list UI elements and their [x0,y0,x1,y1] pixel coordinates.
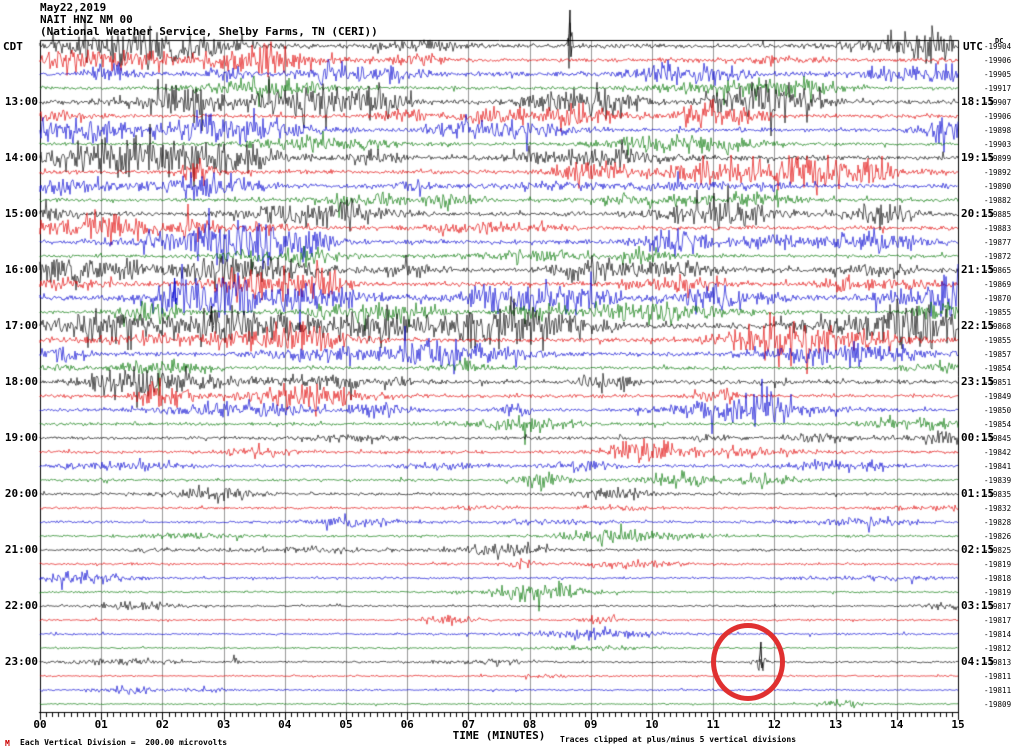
x-axis-label: 06 [400,718,414,731]
right-time-label: 23:15 [961,375,995,388]
dc-value: -19855 [984,336,1012,345]
right-time-label: 22:15 [961,319,995,332]
dc-value: -19819 [984,560,1012,569]
dc-value: -19851 [984,378,1012,387]
dc-value: -19841 [984,462,1012,471]
left-time-label: 22:00 [4,599,38,612]
right-time-label: 20:15 [961,207,995,220]
dc-value: -19839 [984,476,1012,485]
dc-value: -19845 [984,434,1012,443]
left-timezone-label: CDT [3,40,23,53]
dc-value: -19817 [984,602,1012,611]
dc-value: -19814 [984,630,1012,639]
dc-value: -19813 [984,658,1012,667]
x-axis-label: 02 [155,718,170,731]
dc-value: -19812 [984,644,1012,653]
dc-value: -19906 [984,112,1012,121]
dc-value: -19917 [984,84,1012,93]
left-time-label: 23:00 [4,655,38,668]
right-time-label: 00:15 [961,431,995,444]
left-time-label: 18:00 [4,375,38,388]
dc-value: -19811 [984,672,1012,681]
dc-value: -19906 [984,56,1012,65]
dc-value: -19907 [984,98,1012,107]
dc-value: -19819 [984,588,1012,597]
dc-value: -19868 [984,322,1012,331]
left-time-label: 20:00 [4,487,38,500]
x-axis-label: 15 [951,718,965,731]
left-time-label: 16:00 [4,263,38,276]
left-time-label: 15:00 [4,207,38,220]
right-time-label: 04:15 [961,655,995,668]
x-axis-label: 00 [33,718,47,731]
dc-value: -19809 [984,700,1012,709]
dc-value: -19857 [984,350,1012,359]
dc-value: -19898 [984,126,1012,135]
right-time-label: 02:15 [961,543,995,556]
x-axis-label: 07 [461,718,476,731]
dc-value: -19832 [984,504,1012,513]
header-description: (National Weather Service, Shelby Farms,… [40,25,378,38]
x-axis-label: 08 [522,718,537,731]
logo-mark: M [5,739,10,748]
right-time-label: 01:15 [961,487,995,500]
dc-value: -19855 [984,308,1012,317]
dc-value: -19811 [984,686,1012,695]
dc-value: -19905 [984,70,1012,79]
dc-value: -19850 [984,406,1012,415]
right-timezone-label: UTC [963,40,983,53]
dc-value: -19835 [984,490,1012,499]
dc-value: -19865 [984,266,1012,275]
right-time-label: 18:15 [961,95,995,108]
header-station: NAIT HNZ NM 00 [40,13,133,26]
dc-value: -19890 [984,182,1012,191]
x-axis-label: 12 [767,718,782,731]
dc-value: -19854 [984,420,1012,429]
x-axis-title: TIME (MINUTES) [452,729,546,742]
dc-value: -19826 [984,532,1012,541]
x-axis-label: 03 [216,718,231,731]
dc-value: -19892 [984,168,1012,177]
dc-value: -19883 [984,224,1012,233]
dc-value: -19870 [984,294,1012,303]
dc-value: -19854 [984,364,1012,373]
dc-value: -19828 [984,518,1012,527]
right-time-label: 03:15 [961,599,995,612]
dc-value: -19869 [984,280,1012,289]
clip-note: Traces clipped at plus/minus 5 vertical … [560,735,797,744]
dc-value: -19817 [984,616,1012,625]
x-axis-label: 09 [584,718,598,731]
right-time-label: 21:15 [961,263,995,276]
dc-value: -19877 [984,238,1012,247]
left-time-label: 19:00 [4,431,38,444]
x-axis-label: 14 [890,718,904,731]
left-time-label: 13:00 [4,95,38,108]
x-axis-label: 10 [645,718,659,731]
left-time-label: 21:00 [4,543,38,556]
x-axis-label: 05 [339,718,353,731]
dc-value: -19872 [984,252,1012,261]
left-time-label: 17:00 [4,319,38,332]
dc-value: -19849 [984,392,1012,401]
dc-value: -19818 [984,574,1012,583]
event-circle-annotation [711,623,786,701]
dc-value: -19842 [984,448,1012,457]
right-time-label: 19:15 [961,151,995,164]
x-axis-label: 04 [278,718,292,731]
x-axis-label: 13 [828,718,843,731]
dc-value: -19899 [984,154,1012,163]
dc-value: -19904 [984,42,1012,51]
dc-value: -19882 [984,196,1012,205]
dc-column-header: DC [995,37,1004,45]
x-axis-label: 11 [706,718,720,731]
dc-value: -19885 [984,210,1012,219]
dc-value: -19903 [984,140,1012,149]
scale-note: Each Vertical Division = 200.00 microvol… [20,738,228,747]
left-time-label: 14:00 [4,151,38,164]
x-axis-label: 01 [94,718,108,731]
header-date: May22,2019 [40,1,107,14]
dc-value: -19825 [984,546,1012,555]
